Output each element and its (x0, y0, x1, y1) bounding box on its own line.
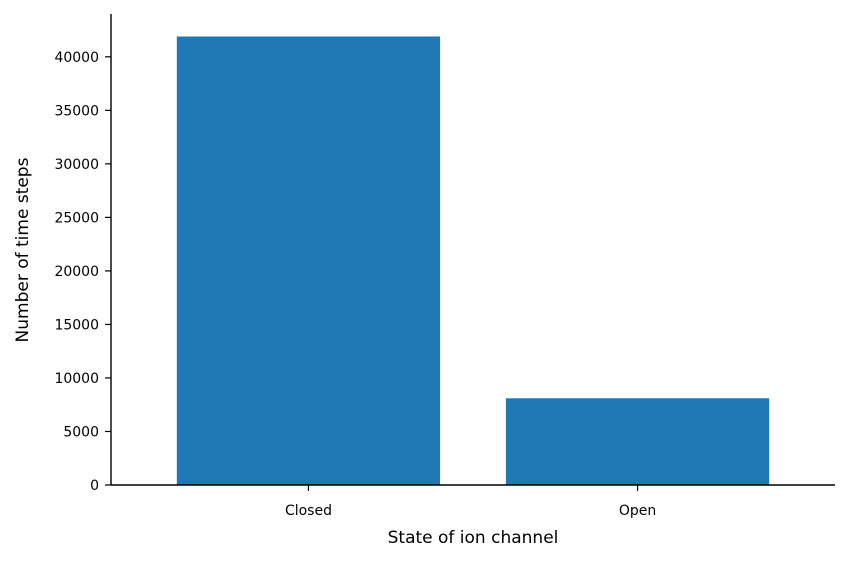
y-tick-label: 10000 (54, 371, 99, 387)
y-tick-label: 5000 (63, 424, 99, 440)
y-axis-ticks: 0 5000 10000 15000 20000 25000 30000 35000 40000 (54, 50, 111, 494)
y-axis-label: Number of time steps (13, 157, 33, 342)
y-tick-label: 35000 (54, 103, 99, 119)
y-tick-label: 30000 (54, 157, 99, 173)
y-tick-label: 40000 (54, 50, 99, 66)
y-tick-label: 0 (90, 478, 99, 494)
y-tick-label: 25000 (54, 210, 99, 226)
x-tick-label: Closed (285, 503, 332, 519)
x-tick-label: Open (619, 503, 656, 519)
y-tick-label: 15000 (54, 317, 99, 333)
x-axis-ticks: Closed Open (285, 485, 656, 519)
x-axis-label: State of ion channel (388, 528, 559, 548)
y-tick-label: 20000 (54, 264, 99, 280)
bar-open (505, 398, 770, 485)
bars-layer (176, 36, 770, 485)
bar-closed (176, 36, 441, 485)
